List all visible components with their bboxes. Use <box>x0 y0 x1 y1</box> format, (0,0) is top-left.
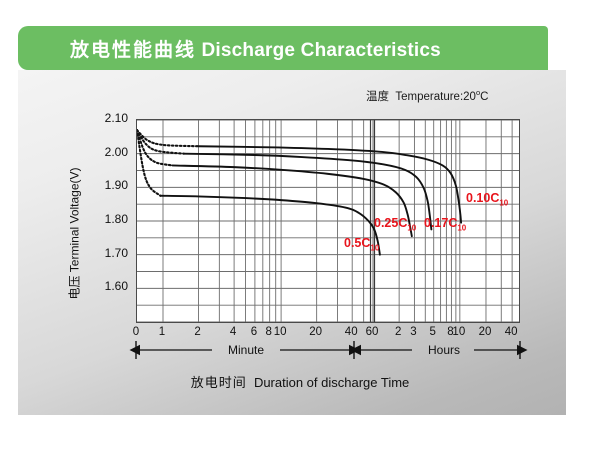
x-tick-label: 1 <box>158 326 166 338</box>
x-tick-label: 0 <box>132 326 140 338</box>
curves <box>137 129 463 256</box>
x-axis-caption-en: Duration of discharge Time <box>253 375 410 390</box>
curve-leadin-0.10C10 <box>137 129 200 148</box>
y-axis-title-cn: 电压 <box>67 275 82 300</box>
x-tick-label: 40 <box>344 326 358 338</box>
x-tick-label: 20 <box>309 326 323 338</box>
banner-title: 放电性能曲线 Discharge Characteristics <box>70 35 441 62</box>
curve-0.17C10 <box>182 152 433 231</box>
grid-lines <box>137 120 519 322</box>
temperature-unit: C <box>480 91 489 103</box>
curve-label-0.10C10: 0.10C10 <box>466 191 508 208</box>
curve-label-0.17C10: 0.17C10 <box>424 216 466 233</box>
curve-0.10C10 <box>197 145 463 224</box>
y-tick-label: 1.70 <box>104 245 128 260</box>
x-tick-label: 2 <box>394 326 402 338</box>
curve-label-subscript: 10 <box>457 223 467 233</box>
plot-area <box>136 119 520 323</box>
x-tick-label: 8 <box>265 326 272 338</box>
banner-title-cn: 放电性能曲线 <box>70 39 197 61</box>
curve-label-text: 0.10C <box>466 191 500 205</box>
curve-label-subscript: 10 <box>407 223 417 233</box>
y-axis-title-en: Terminal Voltage(V) <box>67 167 82 273</box>
x-tick-label: 60 <box>365 326 379 338</box>
curve-label-text: 0.25C <box>374 216 408 230</box>
x-tick-label: 3 <box>410 326 417 338</box>
y-tick-label: 1.80 <box>104 212 128 226</box>
temperature-note: 温度 Temperature:20oC <box>366 88 488 104</box>
x-tick-label: 10 <box>273 326 287 338</box>
header-banner: 放电性能曲线 Discharge Characteristics <box>18 26 548 70</box>
curve-0.5C10 <box>159 194 381 256</box>
temperature-note-en: Temperature:20 <box>395 91 476 103</box>
x-tick-label: 2 <box>194 326 201 338</box>
temperature-note-cn: 温度 <box>366 91 389 103</box>
y-tick-label: 2.00 <box>104 144 128 159</box>
x-tick-label: 4 <box>229 326 237 338</box>
y-tick-label: 2.10 <box>104 111 128 125</box>
curve-label-0.25C10: 0.25C10 <box>374 216 416 233</box>
x-tick-label: 6 <box>250 326 258 338</box>
curve-label-subscript: 10 <box>370 243 380 253</box>
x-axis-caption-cn: 放电时间 <box>190 375 247 390</box>
curve-leadin-0.17C10 <box>137 129 185 155</box>
banner-title-en: Discharge Characteristics <box>201 39 441 61</box>
y-tick-label: 1.90 <box>104 178 128 193</box>
degree-symbol: o <box>475 88 481 98</box>
x-tick-label: 5 <box>429 326 436 338</box>
x-axis-caption: 放电时间 Duration of discharge Time <box>0 372 600 391</box>
curve-label-0.5C10: 0.5C10 <box>344 236 379 253</box>
x-tick-label: 20 <box>478 326 492 338</box>
y-tick-label: 1.60 <box>104 279 128 294</box>
x-tick-label: 40 <box>504 326 518 338</box>
curve-0.25C10 <box>171 164 413 238</box>
x-tick-label: 10 <box>452 326 466 338</box>
curve-leadin-0.25C10 <box>137 129 174 167</box>
chart-svg <box>137 120 519 322</box>
curve-label-text: 0.5C <box>344 236 371 250</box>
curve-label-text: 0.17C <box>424 216 458 230</box>
x-tick-label: 8 <box>447 326 454 338</box>
y-axis-title: 电压 Terminal Voltage(V) <box>66 134 83 334</box>
curve-leadin-0.5C10 <box>137 129 162 197</box>
curve-label-subscript: 10 <box>499 198 509 208</box>
